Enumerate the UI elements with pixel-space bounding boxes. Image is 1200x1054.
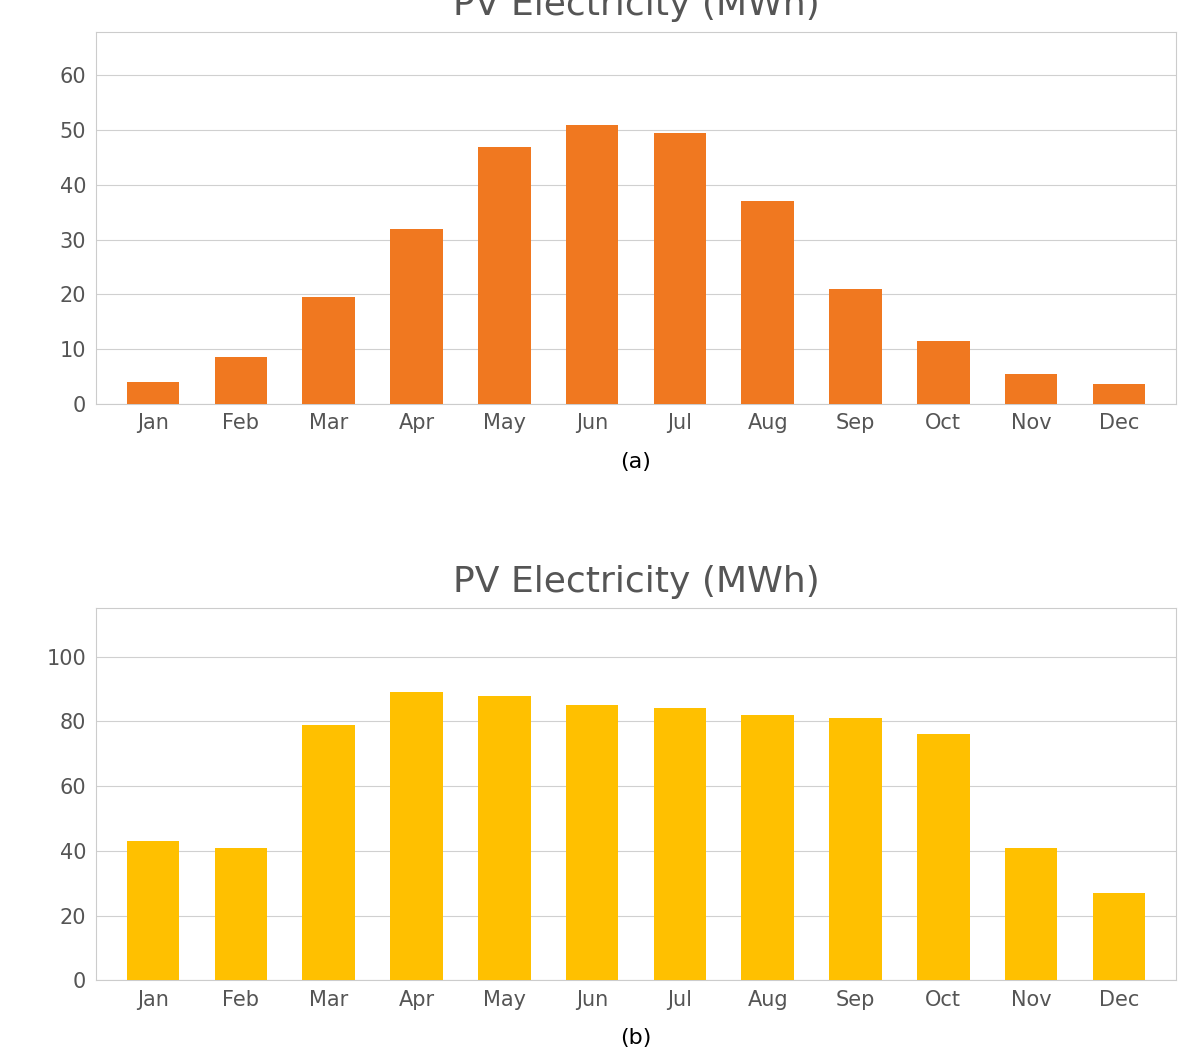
Bar: [215, 847, 268, 980]
Title: PV Electricity (MWh): PV Electricity (MWh): [452, 0, 820, 22]
Bar: [1004, 373, 1057, 404]
Bar: [1004, 847, 1057, 980]
Title: PV Electricity (MWh): PV Electricity (MWh): [452, 565, 820, 599]
Bar: [1092, 893, 1145, 980]
Bar: [478, 696, 530, 980]
Bar: [390, 692, 443, 980]
Text: (a): (a): [620, 451, 652, 471]
Bar: [215, 357, 268, 404]
Bar: [127, 841, 180, 980]
Bar: [302, 297, 355, 404]
Bar: [390, 229, 443, 404]
Bar: [829, 289, 882, 404]
Text: (b): (b): [620, 1029, 652, 1048]
Bar: [302, 725, 355, 980]
Bar: [1092, 385, 1145, 404]
Bar: [829, 718, 882, 980]
Bar: [565, 705, 618, 980]
Bar: [478, 147, 530, 404]
Bar: [654, 708, 707, 980]
Bar: [565, 124, 618, 404]
Bar: [127, 382, 180, 404]
Bar: [654, 133, 707, 404]
Bar: [742, 715, 794, 980]
Bar: [917, 340, 970, 404]
Bar: [917, 735, 970, 980]
Bar: [742, 201, 794, 404]
